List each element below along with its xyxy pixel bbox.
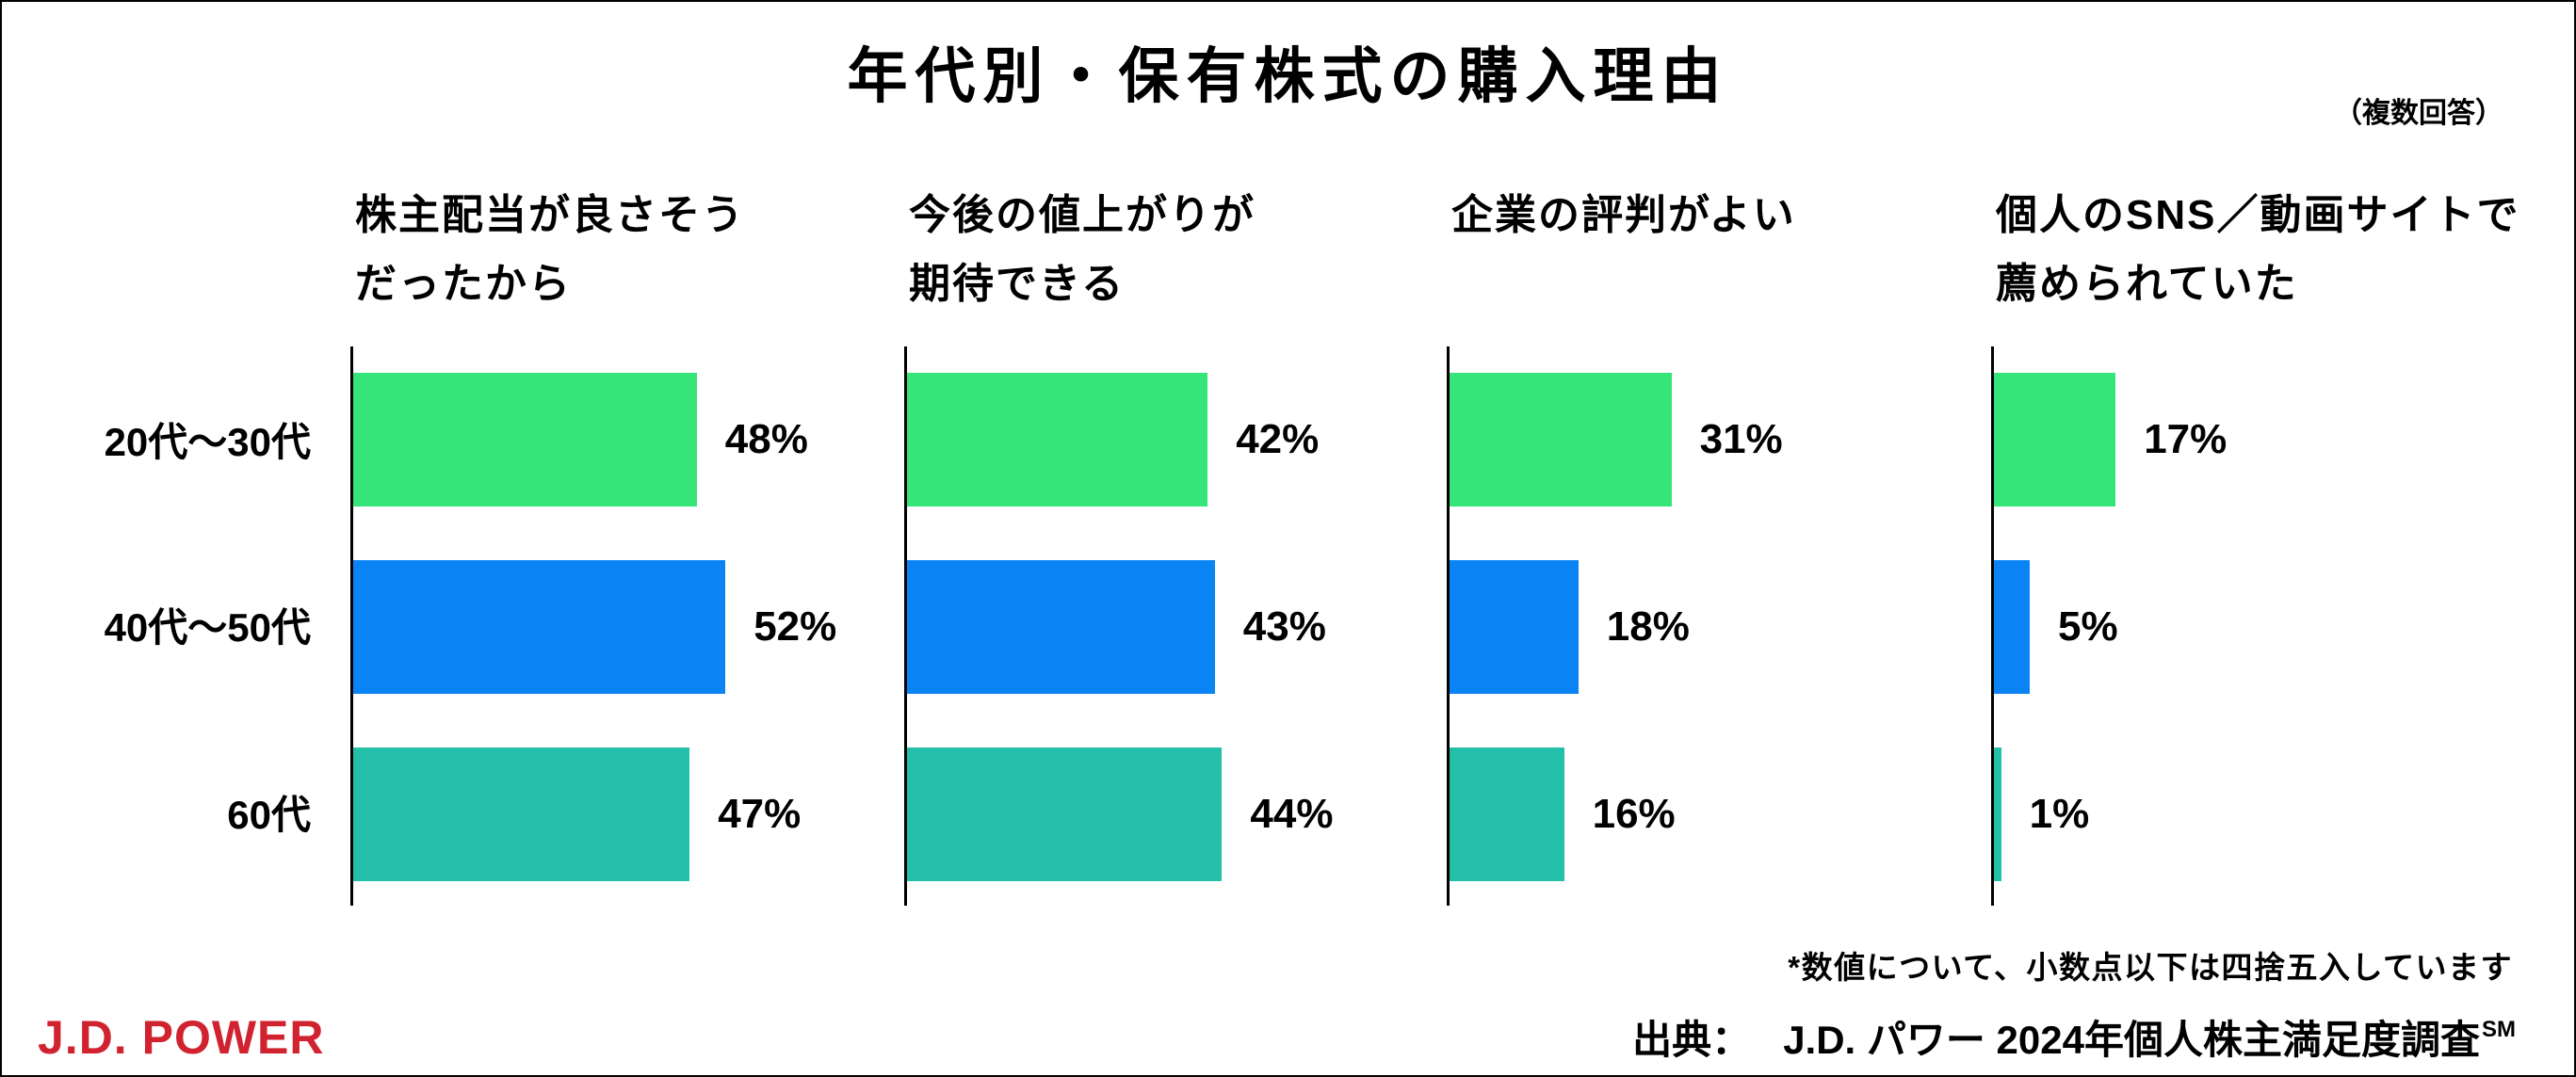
panel-price-rise: 今後の値上がりが 期待できる 42% 43% 44%: [904, 2, 1413, 906]
panel-reputation: 企業の評判がよい 31% 18% 16%: [1447, 2, 1955, 906]
bar-reason4-age3: [1994, 747, 2001, 881]
panel-sns-recommendation: 個人のSNS／動画サイトで 薦められていた 17% 5% 1%: [1991, 2, 2518, 906]
value-label-reason1-age1: 48%: [724, 416, 808, 462]
bar-reason1-age3: [353, 747, 690, 881]
bar-reason3-age2: [1450, 560, 1579, 694]
multiple-answers-note: （複数回答）: [2334, 98, 2503, 129]
panel-header-dividend: 株主配当が良さそう だったから: [355, 181, 939, 318]
bar-reason4-age2: [1994, 560, 2030, 694]
axis-line: [904, 346, 907, 906]
panel-header-line: 今後の値上がりが: [909, 192, 1256, 238]
panel-header-sns-recommendation: 個人のSNS／動画サイトで 薦められていた: [1996, 181, 2574, 318]
bar-reason2-age1: [907, 373, 1208, 506]
value-label-reason2-age2: 43%: [1242, 603, 1326, 650]
panel-header-line: 企業の評判がよい: [1451, 192, 1796, 238]
panel-header-line: 薦められていた: [1996, 261, 2298, 307]
bar-reason2-age2: [907, 560, 1215, 694]
panel-header-price-rise: 今後の値上がりが 期待できる: [909, 181, 1493, 318]
panel-header-reputation: 企業の評判がよい: [1451, 181, 2035, 249]
value-label-reason3-age2: 18%: [1606, 603, 1690, 650]
value-label-reason3-age3: 16%: [1592, 791, 1676, 837]
bar-reason2-age3: [907, 747, 1223, 881]
value-label-reason4-age2: 5%: [2058, 603, 2118, 650]
axis-line: [350, 346, 353, 906]
bar-reason3-age3: [1450, 747, 1564, 881]
value-label-reason1-age2: 52%: [753, 603, 837, 650]
bar-reason3-age1: [1450, 373, 1672, 506]
row-label-age-60s: 60代: [227, 793, 311, 837]
bar-reason4-age1: [1994, 373, 2116, 506]
value-label-reason1-age3: 47%: [718, 791, 802, 837]
service-mark: SM: [2482, 1017, 2516, 1042]
bar-reason1-age1: [353, 373, 697, 506]
source-text: J.D. パワー 2024年個人株主満足度調査: [1783, 1018, 2480, 1062]
jd-power-logo: J.D. POWER: [38, 1011, 325, 1064]
source-label: 出典：: [1632, 1018, 1752, 1062]
panel-header-line: 期待できる: [909, 261, 1126, 307]
axis-line: [1991, 346, 1994, 906]
chart-title: 年代別・保有株式の購入理由: [847, 42, 1729, 110]
row-label-age-20s-30s: 20代～30代: [104, 420, 311, 464]
value-label-reason2-age3: 44%: [1250, 791, 1334, 837]
value-label-reason3-age1: 31%: [1699, 416, 1783, 462]
panel-header-line: だったから: [355, 261, 572, 307]
row-label-age-40s-50s: 40代～50代: [104, 605, 311, 650]
panel-header-line: 株主配当が良さそう: [355, 192, 745, 238]
bar-reason1-age2: [353, 560, 726, 694]
source-credit: 出典： J.D. パワー 2024年個人株主満足度調査SM: [1632, 1017, 2516, 1070]
axis-line: [1447, 346, 1450, 906]
value-label-reason2-age1: 42%: [1236, 416, 1320, 462]
value-label-reason4-age3: 1%: [2029, 791, 2090, 837]
panel-dividend: 株主配当が良さそう だったから 48% 52% 47%: [350, 2, 859, 906]
value-label-reason4-age1: 17%: [2144, 416, 2228, 462]
rounding-footnote: *数値について、小数点以下は四捨五入しています: [1788, 950, 2513, 985]
panel-header-line: 個人のSNS／動画サイトで: [1996, 192, 2520, 238]
